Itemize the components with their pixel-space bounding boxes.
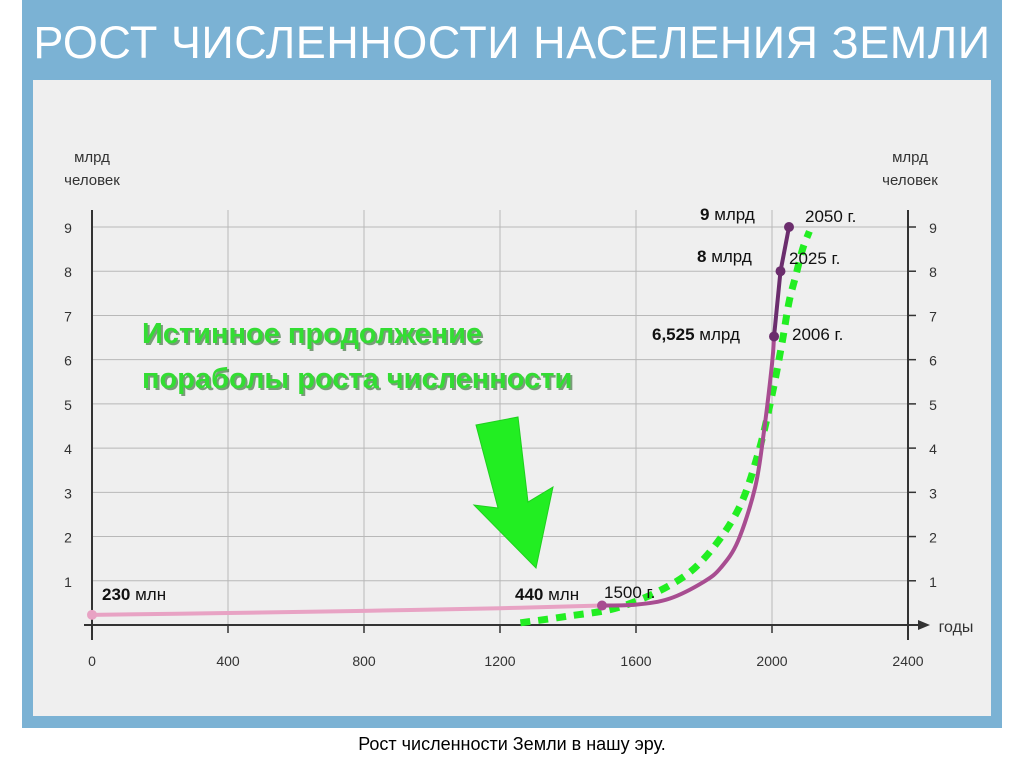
data-point [775, 266, 786, 277]
y-tick-label-right: 3 [929, 485, 937, 501]
y-tick-label-left: 8 [64, 264, 72, 280]
y-tick-label-left: 4 [64, 441, 72, 457]
y-tick-label-left: 3 [64, 485, 72, 501]
y-tick-label-right: 4 [929, 441, 937, 457]
data-label-year: 2050 г. [805, 207, 856, 226]
y-tick-label-left: 7 [64, 308, 72, 324]
y-tick-label-left: 2 [64, 530, 72, 546]
x-axis-arrowhead [918, 620, 930, 630]
data-label-year: 1500 г. [604, 583, 655, 602]
y-axis-title-right-2: человек [882, 172, 938, 189]
grid [92, 210, 909, 625]
data-point [784, 222, 794, 232]
tick-labels: 1 1 2 2 3 3 4 4 5 5 6 6 7 7 8 8 9 9 0 400 800 1200 1600 2000 240… [64, 149, 973, 669]
data-labels: 230 млн 440 млн 1500 г.6,525 млрд 2006 г.8 … [102, 205, 856, 604]
y-tick-label-left: 6 [64, 353, 72, 369]
data-label-unit: млн [130, 585, 166, 604]
y-tick-label-left: 5 [64, 397, 72, 413]
data-label-year: 2006 г. [792, 325, 843, 344]
population-chart: 1 1 2 2 3 3 4 4 5 5 6 6 7 7 8 8 9 9 0 400 800 1200 1600 2000 240… [64, 149, 973, 669]
data-label-value: 6,525 млрд [652, 325, 740, 344]
y-tick-label-right: 9 [929, 220, 937, 236]
y-tick-label-right: 6 [929, 353, 937, 369]
data-label-unit: млрд [706, 247, 751, 266]
x-tick-label: 2400 [892, 653, 923, 669]
data-point [597, 600, 607, 611]
data-label-value: 440 млн [515, 585, 579, 604]
y-tick-label-right: 2 [929, 530, 937, 546]
data-label-unit: млрд [709, 205, 754, 224]
data-label-unit: млрд [695, 325, 740, 344]
y-tick-label-left: 1 [64, 574, 72, 590]
data-points [87, 222, 794, 620]
y-tick-label-right: 7 [929, 308, 937, 324]
series-lines [90, 225, 813, 627]
series-line-early [90, 603, 604, 617]
annotation-line-2: пораболы роста численности [142, 363, 572, 395]
x-tick-label: 2000 [756, 653, 787, 669]
data-label-year: 2025 г. [789, 249, 840, 268]
data-point [769, 331, 780, 342]
annotation-line-1: Истинное продолжение [142, 318, 482, 350]
x-tick-label: 400 [216, 653, 240, 669]
x-tick-label: 1200 [484, 653, 515, 669]
annotation-shadow-1: Истинное продолжение [144, 320, 484, 352]
y-tick-label-right: 5 [929, 397, 937, 413]
annotation-shadow-2: пораболы роста численности [144, 365, 574, 397]
data-label-unit: млн [543, 585, 579, 604]
data-label-value: 9 млрд [700, 205, 755, 224]
data-label-number: 230 [102, 585, 130, 604]
y-axis-title-right-1: млрд [892, 149, 928, 166]
y-tick-label-right: 8 [929, 264, 937, 280]
x-tick-label: 1600 [620, 653, 651, 669]
y-tick-label-left: 9 [64, 220, 72, 236]
data-point [87, 609, 97, 620]
data-label-value: 8 млрд [697, 247, 752, 266]
arrow-down-icon [472, 416, 554, 570]
figure-caption: Рост численности Земли в нашу эру. [358, 734, 666, 754]
series-line-growth [600, 334, 777, 608]
y-tick-label-right: 1 [929, 574, 937, 590]
y-axis-title-left-2: человек [64, 172, 120, 189]
data-label-number: 440 [515, 585, 543, 604]
data-label-number: 6,525 [652, 325, 695, 344]
data-label-value: 230 млн [102, 585, 166, 604]
data-label-number: 8 [697, 247, 706, 266]
x-axis-title: годы [939, 619, 974, 636]
data-label-number: 9 [700, 205, 709, 224]
x-tick-label: 800 [352, 653, 376, 669]
x-tick-label: 0 [88, 653, 96, 669]
y-axis-title-left-1: млрд [74, 149, 110, 166]
axes [84, 210, 930, 640]
page-title: РОСТ ЧИСЛЕННОСТИ НАСЕЛЕНИЯ ЗЕМЛИ [33, 17, 991, 68]
chart-panel [33, 80, 991, 716]
